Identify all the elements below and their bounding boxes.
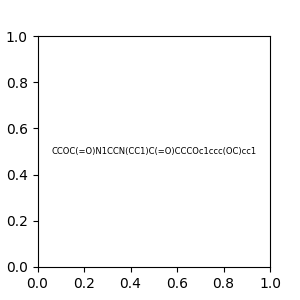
Text: CCOC(=O)N1CCN(CC1)C(=O)CCCOc1ccc(OC)cc1: CCOC(=O)N1CCN(CC1)C(=O)CCCOc1ccc(OC)cc1 xyxy=(51,147,256,156)
